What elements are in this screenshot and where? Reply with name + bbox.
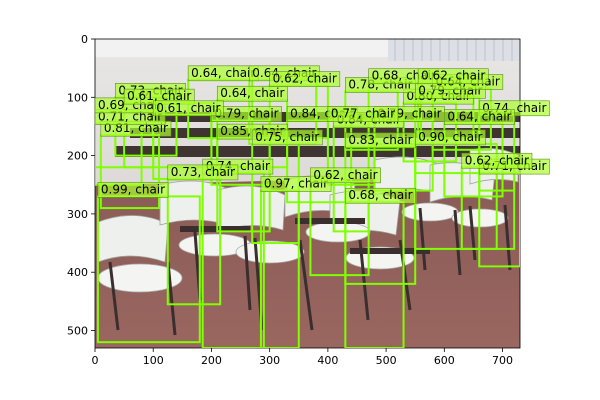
detection-label-bg — [216, 85, 288, 102]
detection-label: 0.64, chair — [220, 86, 284, 100]
x-tick-label: 700 — [492, 354, 513, 367]
detection-label-bg — [345, 132, 416, 149]
detection-label: 0.99, chair — [101, 182, 165, 196]
y-axis: 0 100 200 300 400 500 — [67, 33, 95, 338]
y-tick-label: 200 — [67, 150, 88, 163]
detection-label: 0.61, chair — [127, 89, 191, 103]
detection-label: 0.75, chair — [255, 130, 319, 144]
detection-label-bg — [345, 187, 416, 204]
detection-label: 0.77, chair — [331, 107, 395, 121]
detection-label: 0.83, chair — [348, 133, 412, 147]
x-tick-label: 100 — [143, 354, 164, 367]
detection-label-bg — [444, 109, 515, 125]
detection-label-bg — [97, 182, 169, 198]
y-tick-label: 500 — [67, 325, 88, 338]
detection-label-bg — [417, 68, 489, 85]
x-axis: 0 100 200 300 400 500 600 700 — [92, 348, 513, 367]
detection-label: 0.68, chair — [348, 188, 412, 202]
x-tick-label: 600 — [434, 354, 455, 367]
detection-label-bg — [167, 164, 239, 181]
detection-label: 0.90, chair — [418, 130, 482, 144]
detection-label: 0.62, chair — [273, 72, 337, 86]
detection-label: 0.61, chair — [156, 101, 220, 115]
detection-label-bg — [251, 129, 323, 146]
x-tick-label: 0 — [92, 354, 99, 367]
x-tick-label: 300 — [259, 354, 280, 367]
detection-label-bg — [310, 167, 381, 184]
detection-label-bg — [269, 71, 341, 87]
y-tick-label: 300 — [67, 208, 88, 221]
detection-label: 0.62, chair — [313, 168, 377, 182]
detection-label-bg — [152, 100, 224, 117]
detection-label: 0.64, chair — [447, 110, 511, 124]
y-tick-label: 400 — [67, 266, 88, 279]
x-tick-label: 500 — [376, 354, 397, 367]
x-tick-label: 200 — [201, 354, 222, 367]
detection-label-bg — [461, 152, 533, 169]
y-tick-label: 0 — [81, 33, 88, 46]
detection-label: 0.62, chair — [421, 69, 485, 83]
x-tick-label: 400 — [317, 354, 338, 367]
y-tick-label: 100 — [67, 91, 88, 104]
detection-label: 0.79, chair — [214, 107, 278, 121]
detection-label: 0.73, chair — [171, 165, 235, 179]
detection-label: 0.62, chair — [465, 153, 529, 167]
detection-label: 0.64, chair — [191, 66, 255, 80]
detection-label-bg — [327, 106, 399, 122]
